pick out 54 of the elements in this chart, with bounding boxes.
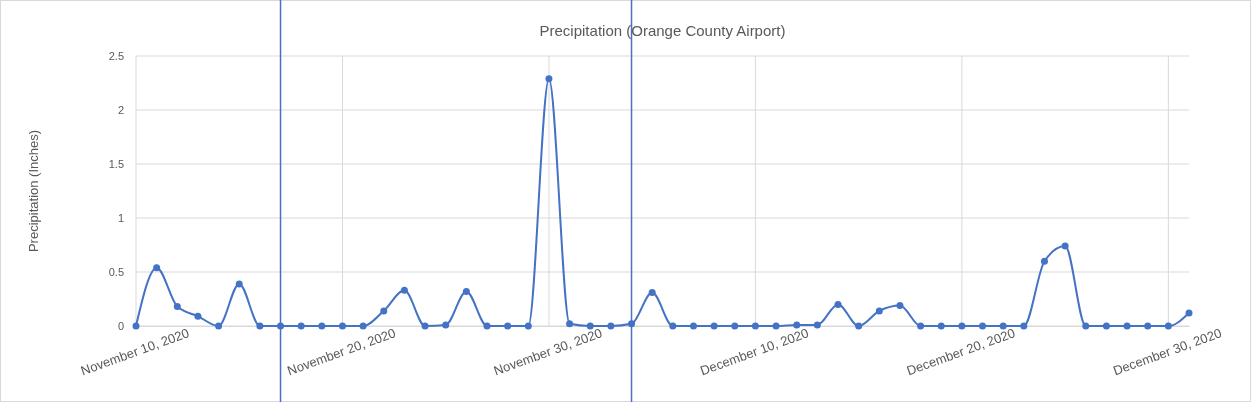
point [689, 322, 697, 330]
point [917, 322, 925, 330]
point [545, 75, 553, 83]
point [1040, 257, 1048, 265]
point [1164, 322, 1172, 330]
point [937, 322, 945, 330]
point [896, 301, 904, 309]
point [338, 322, 346, 330]
point [318, 322, 326, 330]
point [380, 307, 388, 315]
point [132, 322, 140, 330]
point [731, 322, 739, 330]
point [855, 322, 863, 330]
point [648, 289, 656, 297]
point [173, 303, 181, 311]
point [359, 322, 367, 330]
y-tick-label: 1.5 [108, 158, 124, 171]
point [504, 322, 512, 330]
point [710, 322, 718, 330]
point [153, 264, 161, 272]
point [607, 322, 615, 330]
point [793, 321, 801, 329]
point [215, 322, 223, 330]
point [1082, 322, 1090, 330]
point [1020, 322, 1028, 330]
point [834, 300, 842, 308]
y-tick-label: 0.5 [108, 266, 124, 279]
point [1061, 242, 1069, 250]
point [524, 322, 532, 330]
point [297, 322, 305, 330]
y-axis-title: Precipitation (Inches) [26, 129, 41, 253]
point [566, 320, 574, 328]
y-tick-label: 0 [117, 320, 124, 333]
point [1144, 322, 1152, 330]
y-tick-label: 2 [117, 104, 124, 117]
point [1123, 322, 1131, 330]
point [442, 321, 450, 329]
point [256, 322, 264, 330]
y-tick-label: 2.5 [108, 50, 124, 63]
point [751, 322, 759, 330]
y-tick-label: 1 [117, 212, 124, 225]
point [979, 322, 987, 330]
point [772, 322, 780, 330]
point [669, 322, 677, 330]
point [813, 321, 821, 329]
point [1185, 309, 1193, 317]
point [483, 322, 491, 330]
point [875, 307, 883, 315]
point [421, 322, 429, 330]
point [235, 280, 243, 288]
point [462, 287, 470, 295]
point [194, 312, 202, 320]
point [400, 286, 408, 294]
point [1102, 322, 1110, 330]
